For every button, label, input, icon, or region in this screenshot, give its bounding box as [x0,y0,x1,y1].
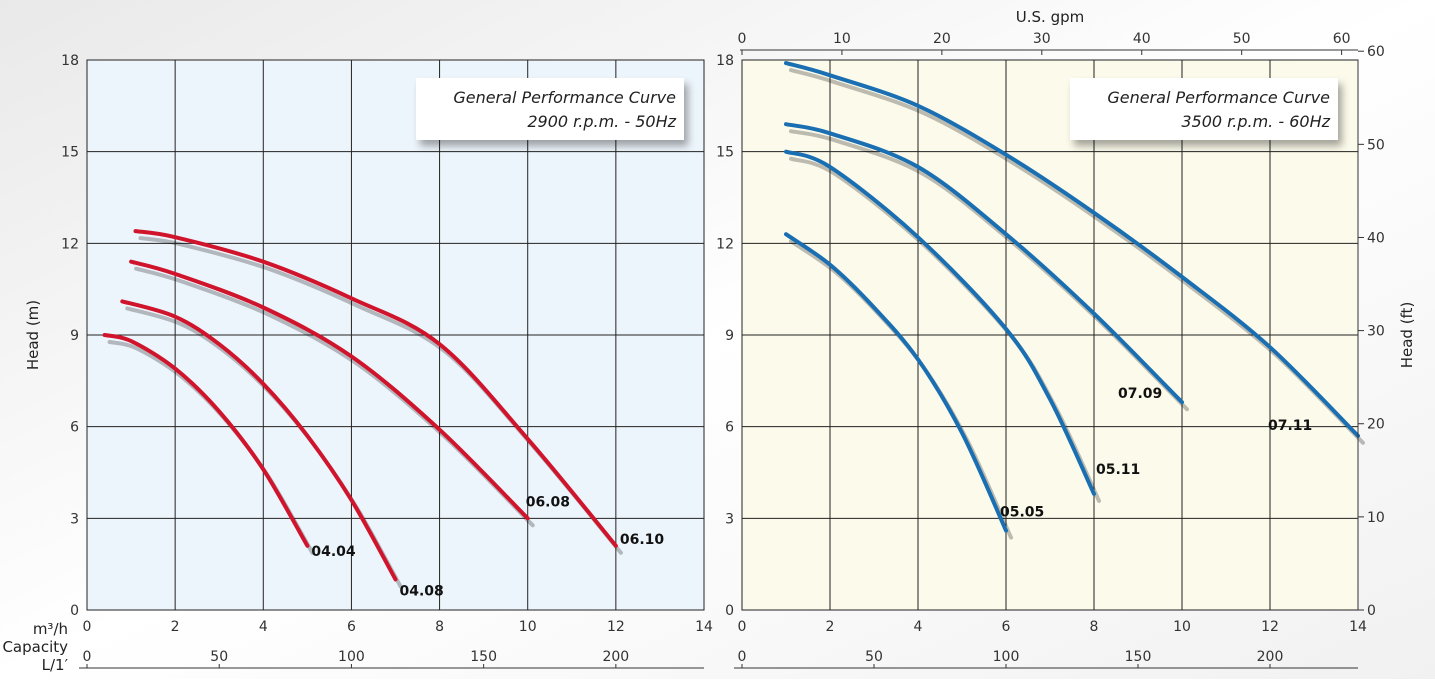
y-tick-label: 0 [725,603,734,619]
x-tick-label: 10 [1173,619,1191,635]
series-curve-05.05 [784,232,1008,533]
top-axis-tick-label: 10 [833,31,851,47]
top-axis-tick-label: 30 [1033,31,1051,47]
series-label: 04.04 [311,544,356,560]
x-tick-label: 0 [83,619,92,635]
series-curve-06.08 [129,259,530,521]
x-tick-label: 4 [914,619,923,635]
y-axis-title: Head (m) [24,300,42,370]
right-axis-tick-label: 30 [1367,324,1385,340]
x-tick-label: 2 [171,619,180,635]
series-curve-07.11 [784,61,1360,438]
secondary-x-tick-label: 50 [865,649,883,665]
y-tick-label: 15 [716,145,734,161]
chart-subtitle: General Performance Curve [1107,88,1330,107]
x-tick-label: 14 [1349,619,1367,635]
legend-box [416,78,684,140]
y-tick-label: 18 [61,53,79,69]
y-tick-label: 0 [70,603,79,619]
secondary-x-tick-label: 200 [1257,649,1284,665]
chart-subtitle: 2900 r.p.m. - 50Hz [527,112,676,131]
secondary-axis-unit: L/1′ [42,656,69,674]
right-axis-tick-label: 50 [1367,137,1385,153]
right-axis-title: Head (ft) [1398,302,1416,369]
right-axis-tick-label: 60 [1367,44,1385,60]
series-label: 06.08 [526,494,570,510]
top-axis-tick-label: 20 [933,31,951,47]
y-tick-label: 6 [725,420,734,436]
series-label: 05.11 [1096,462,1140,478]
y-tick-label: 12 [61,236,79,252]
y-tick-label: 12 [716,236,734,252]
top-axis-title: U.S. gpm [1016,8,1084,26]
legend-box [1070,78,1338,140]
right-axis-tick-label: 20 [1367,417,1385,433]
x-tick-label: 0 [738,619,747,635]
series-label: 07.09 [1118,386,1162,402]
secondary-x-tick-label: 0 [738,649,747,665]
x-tick-label: 10 [519,619,537,635]
top-axis-tick-label: 40 [1133,31,1151,47]
x-tick-label: 6 [347,619,356,635]
top-axis-tick-label: 50 [1233,31,1251,47]
top-axis-tick-label: 60 [1333,31,1351,47]
secondary-axis-title: Capacity [2,638,68,656]
y-tick-label: 9 [725,328,734,344]
x-tick-label: 2 [826,619,835,635]
x-axis-title: m³/h [33,620,68,638]
right-axis-tick-label: 10 [1367,510,1385,526]
secondary-x-tick-label: 100 [993,649,1020,665]
x-tick-label: 8 [435,619,444,635]
secondary-x-tick-label: 0 [83,649,92,665]
x-tick-label: 8 [1090,619,1099,635]
secondary-x-tick-label: 200 [602,649,629,665]
x-tick-label: 4 [259,619,268,635]
series-label: 04.08 [400,583,444,599]
chart-subtitle: General Performance Curve [453,88,676,107]
secondary-x-tick-label: 150 [1125,649,1152,665]
series-label: 05.05 [1000,505,1044,521]
right-axis-tick-label: 40 [1367,230,1385,246]
secondary-x-tick-label: 150 [470,649,497,665]
series-label: 07.11 [1268,418,1312,434]
series-curve-05.11 [784,149,1096,496]
y-tick-label: 6 [70,420,79,436]
series-curve-06.10 [133,229,618,548]
series-curve-04.04 [102,333,310,548]
secondary-x-tick-label: 50 [210,649,228,665]
x-tick-label: 6 [1002,619,1011,635]
x-tick-label: 14 [695,619,713,635]
secondary-x-tick-label: 100 [338,649,365,665]
series-label: 06.10 [620,532,665,548]
chart-subtitle: 3500 r.p.m. - 60Hz [1181,112,1330,131]
x-tick-label: 12 [1261,619,1279,635]
y-tick-label: 15 [61,145,79,161]
top-axis-tick-label: 0 [738,31,747,47]
y-tick-label: 3 [70,511,79,527]
x-tick-label: 12 [607,619,625,635]
y-tick-label: 9 [70,328,79,344]
y-tick-label: 18 [716,53,734,69]
y-tick-label: 3 [725,511,734,527]
right-axis-tick-label: 0 [1367,603,1376,619]
series-curve-04.08 [120,299,398,582]
series-curve-07.09 [784,122,1184,405]
